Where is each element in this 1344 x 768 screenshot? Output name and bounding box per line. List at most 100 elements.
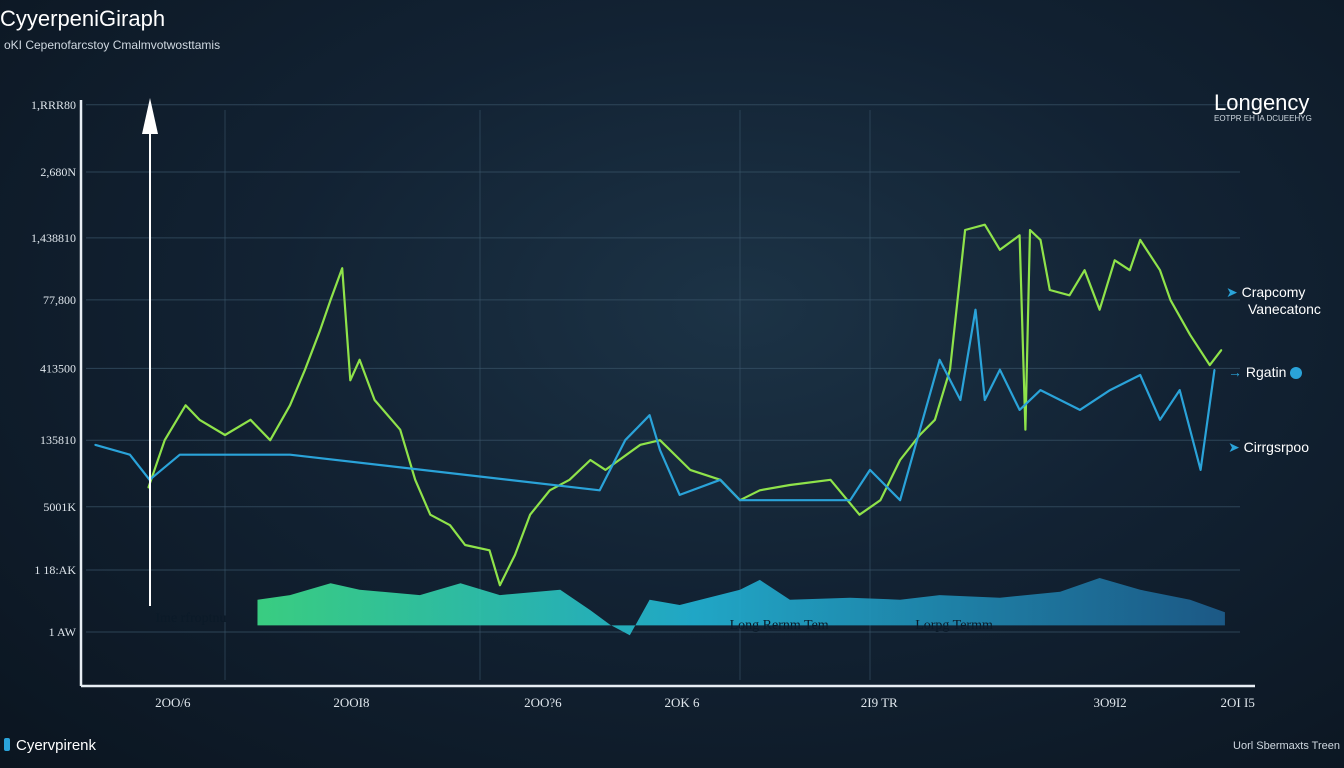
chart-title: CyyerpeniGiraph	[0, 6, 166, 31]
data-point	[1068, 294, 1071, 297]
data-point	[198, 419, 201, 421]
chevron-icon: ➤	[1226, 284, 1238, 300]
data-point	[147, 486, 150, 489]
data-point	[789, 484, 791, 486]
data-point	[1129, 269, 1131, 272]
data-point	[999, 368, 1001, 371]
data-point	[269, 439, 272, 442]
data-point	[343, 299, 346, 301]
legend-label: Crapcomy	[1241, 284, 1306, 300]
legend-label: Rgatin	[1245, 364, 1287, 380]
data-point	[589, 459, 592, 461]
footer-left-text: Cyervpirenk	[16, 737, 97, 754]
data-point	[899, 499, 901, 502]
data-point	[1199, 469, 1202, 471]
footer-brand: Cyervpirenk	[4, 737, 96, 754]
data-point	[984, 399, 986, 401]
data-point	[1139, 239, 1142, 241]
data-point	[1098, 308, 1101, 311]
data-point	[1039, 239, 1042, 241]
y-tick-label: 1,RRR80	[31, 98, 76, 112]
x-tick-label: 2OO/6	[155, 695, 191, 710]
data-point	[899, 459, 901, 461]
data-point	[879, 499, 882, 502]
data-point	[858, 513, 861, 516]
data-point	[598, 489, 601, 492]
data-point	[464, 544, 466, 546]
legend-subtitle: EOTPR EH IA DCUEEHYG	[1214, 114, 1312, 123]
x-tick-label: 2OOI8	[333, 695, 369, 710]
footer-note: Uorl Sbermaxts Treen	[1233, 740, 1340, 752]
annotation-label: Long Rernm Tem	[730, 618, 829, 633]
data-point	[1024, 428, 1027, 431]
data-point	[429, 513, 432, 516]
data-point	[349, 379, 352, 382]
line-series-0	[147, 223, 1223, 587]
data-point	[1018, 234, 1021, 237]
y-tick-label: 135810	[40, 433, 76, 447]
data-point	[499, 584, 501, 587]
data-point	[719, 478, 722, 481]
data-point	[1113, 259, 1116, 262]
legend-title: Longency	[1214, 90, 1310, 115]
data-point	[849, 499, 852, 502]
data-point	[974, 308, 977, 311]
annotation-label: Lorpg Termm	[915, 618, 993, 633]
data-point	[1213, 368, 1216, 371]
data-point	[604, 469, 607, 471]
legend-label: Cirrgsrpoo	[1243, 439, 1309, 455]
data-point	[289, 404, 291, 407]
data-point	[129, 453, 131, 456]
data-point	[639, 444, 642, 446]
x-tick-label: 2I9 TR	[861, 695, 898, 710]
data-point	[689, 469, 691, 471]
data-point	[648, 414, 651, 416]
data-point	[249, 419, 252, 421]
y-tick-label: 5001K	[43, 500, 76, 514]
y-tick-label: 1 18:AK	[34, 563, 76, 577]
data-point	[1109, 389, 1111, 391]
data-point	[304, 368, 306, 371]
data-point	[184, 404, 187, 407]
line-series-1	[94, 308, 1216, 502]
arrow-icon: →	[1228, 364, 1242, 380]
data-point	[178, 453, 181, 456]
data-point	[341, 267, 343, 270]
chart-subtitle: oKI Cepenofarcstoy Cmalmvotwosttamis	[4, 38, 221, 52]
data-point	[568, 478, 571, 481]
data-point	[949, 368, 951, 371]
data-point	[869, 469, 871, 471]
legend-label-2: Vanecatonc	[1248, 301, 1321, 317]
data-point	[624, 439, 626, 442]
y-tick-label: 2,680N	[40, 165, 76, 179]
data-point	[358, 359, 361, 361]
data-point	[999, 248, 1001, 251]
data-point	[289, 453, 291, 456]
dot-icon	[1290, 367, 1303, 380]
data-point	[1159, 419, 1161, 421]
data-point	[224, 434, 226, 436]
legend-item-1[interactable]: → Rgatin	[1228, 364, 1303, 380]
data-point	[329, 299, 332, 301]
legend-item-0[interactable]: ➤ Crapcomy Vanecatonc	[1226, 284, 1321, 317]
data-point	[373, 399, 376, 401]
chevron-icon: ➤	[1228, 439, 1240, 455]
legend-item-2[interactable]: ➤ Cirrgsrpoo	[1228, 439, 1309, 456]
data-point	[449, 524, 451, 527]
data-point	[1039, 389, 1042, 391]
data-point	[678, 494, 681, 496]
data-point	[319, 329, 321, 331]
data-point	[1048, 289, 1051, 291]
x-tick-label: 2OK 6	[665, 695, 701, 710]
annotation-label: Ime rfroptnu	[155, 611, 226, 626]
x-tick-label: 2OO?6	[524, 695, 562, 710]
data-point	[1169, 299, 1172, 301]
data-point	[529, 513, 531, 516]
x-tick-label: 3O9I2	[1093, 695, 1126, 710]
data-point	[1018, 409, 1021, 411]
y-tick-label: 1 AW	[49, 625, 77, 639]
data-point	[959, 399, 962, 401]
y-tick-label: 413500	[40, 361, 76, 375]
data-point	[414, 478, 417, 481]
